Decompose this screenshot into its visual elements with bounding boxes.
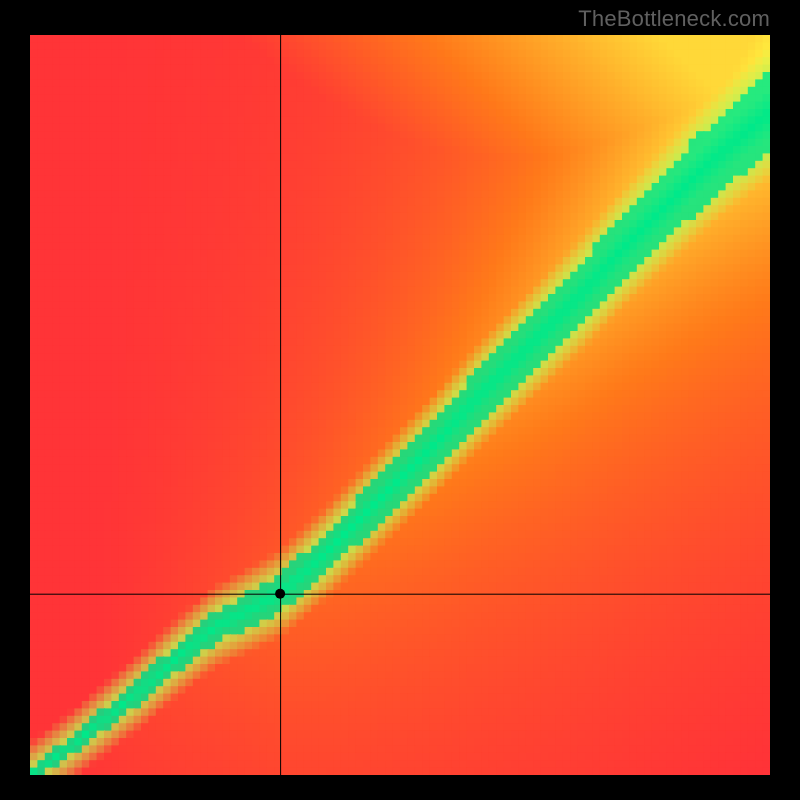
heatmap-canvas: [30, 35, 770, 775]
chart-frame: TheBottleneck.com: [0, 0, 800, 800]
plot-area: [30, 35, 770, 775]
watermark-text: TheBottleneck.com: [578, 6, 770, 32]
